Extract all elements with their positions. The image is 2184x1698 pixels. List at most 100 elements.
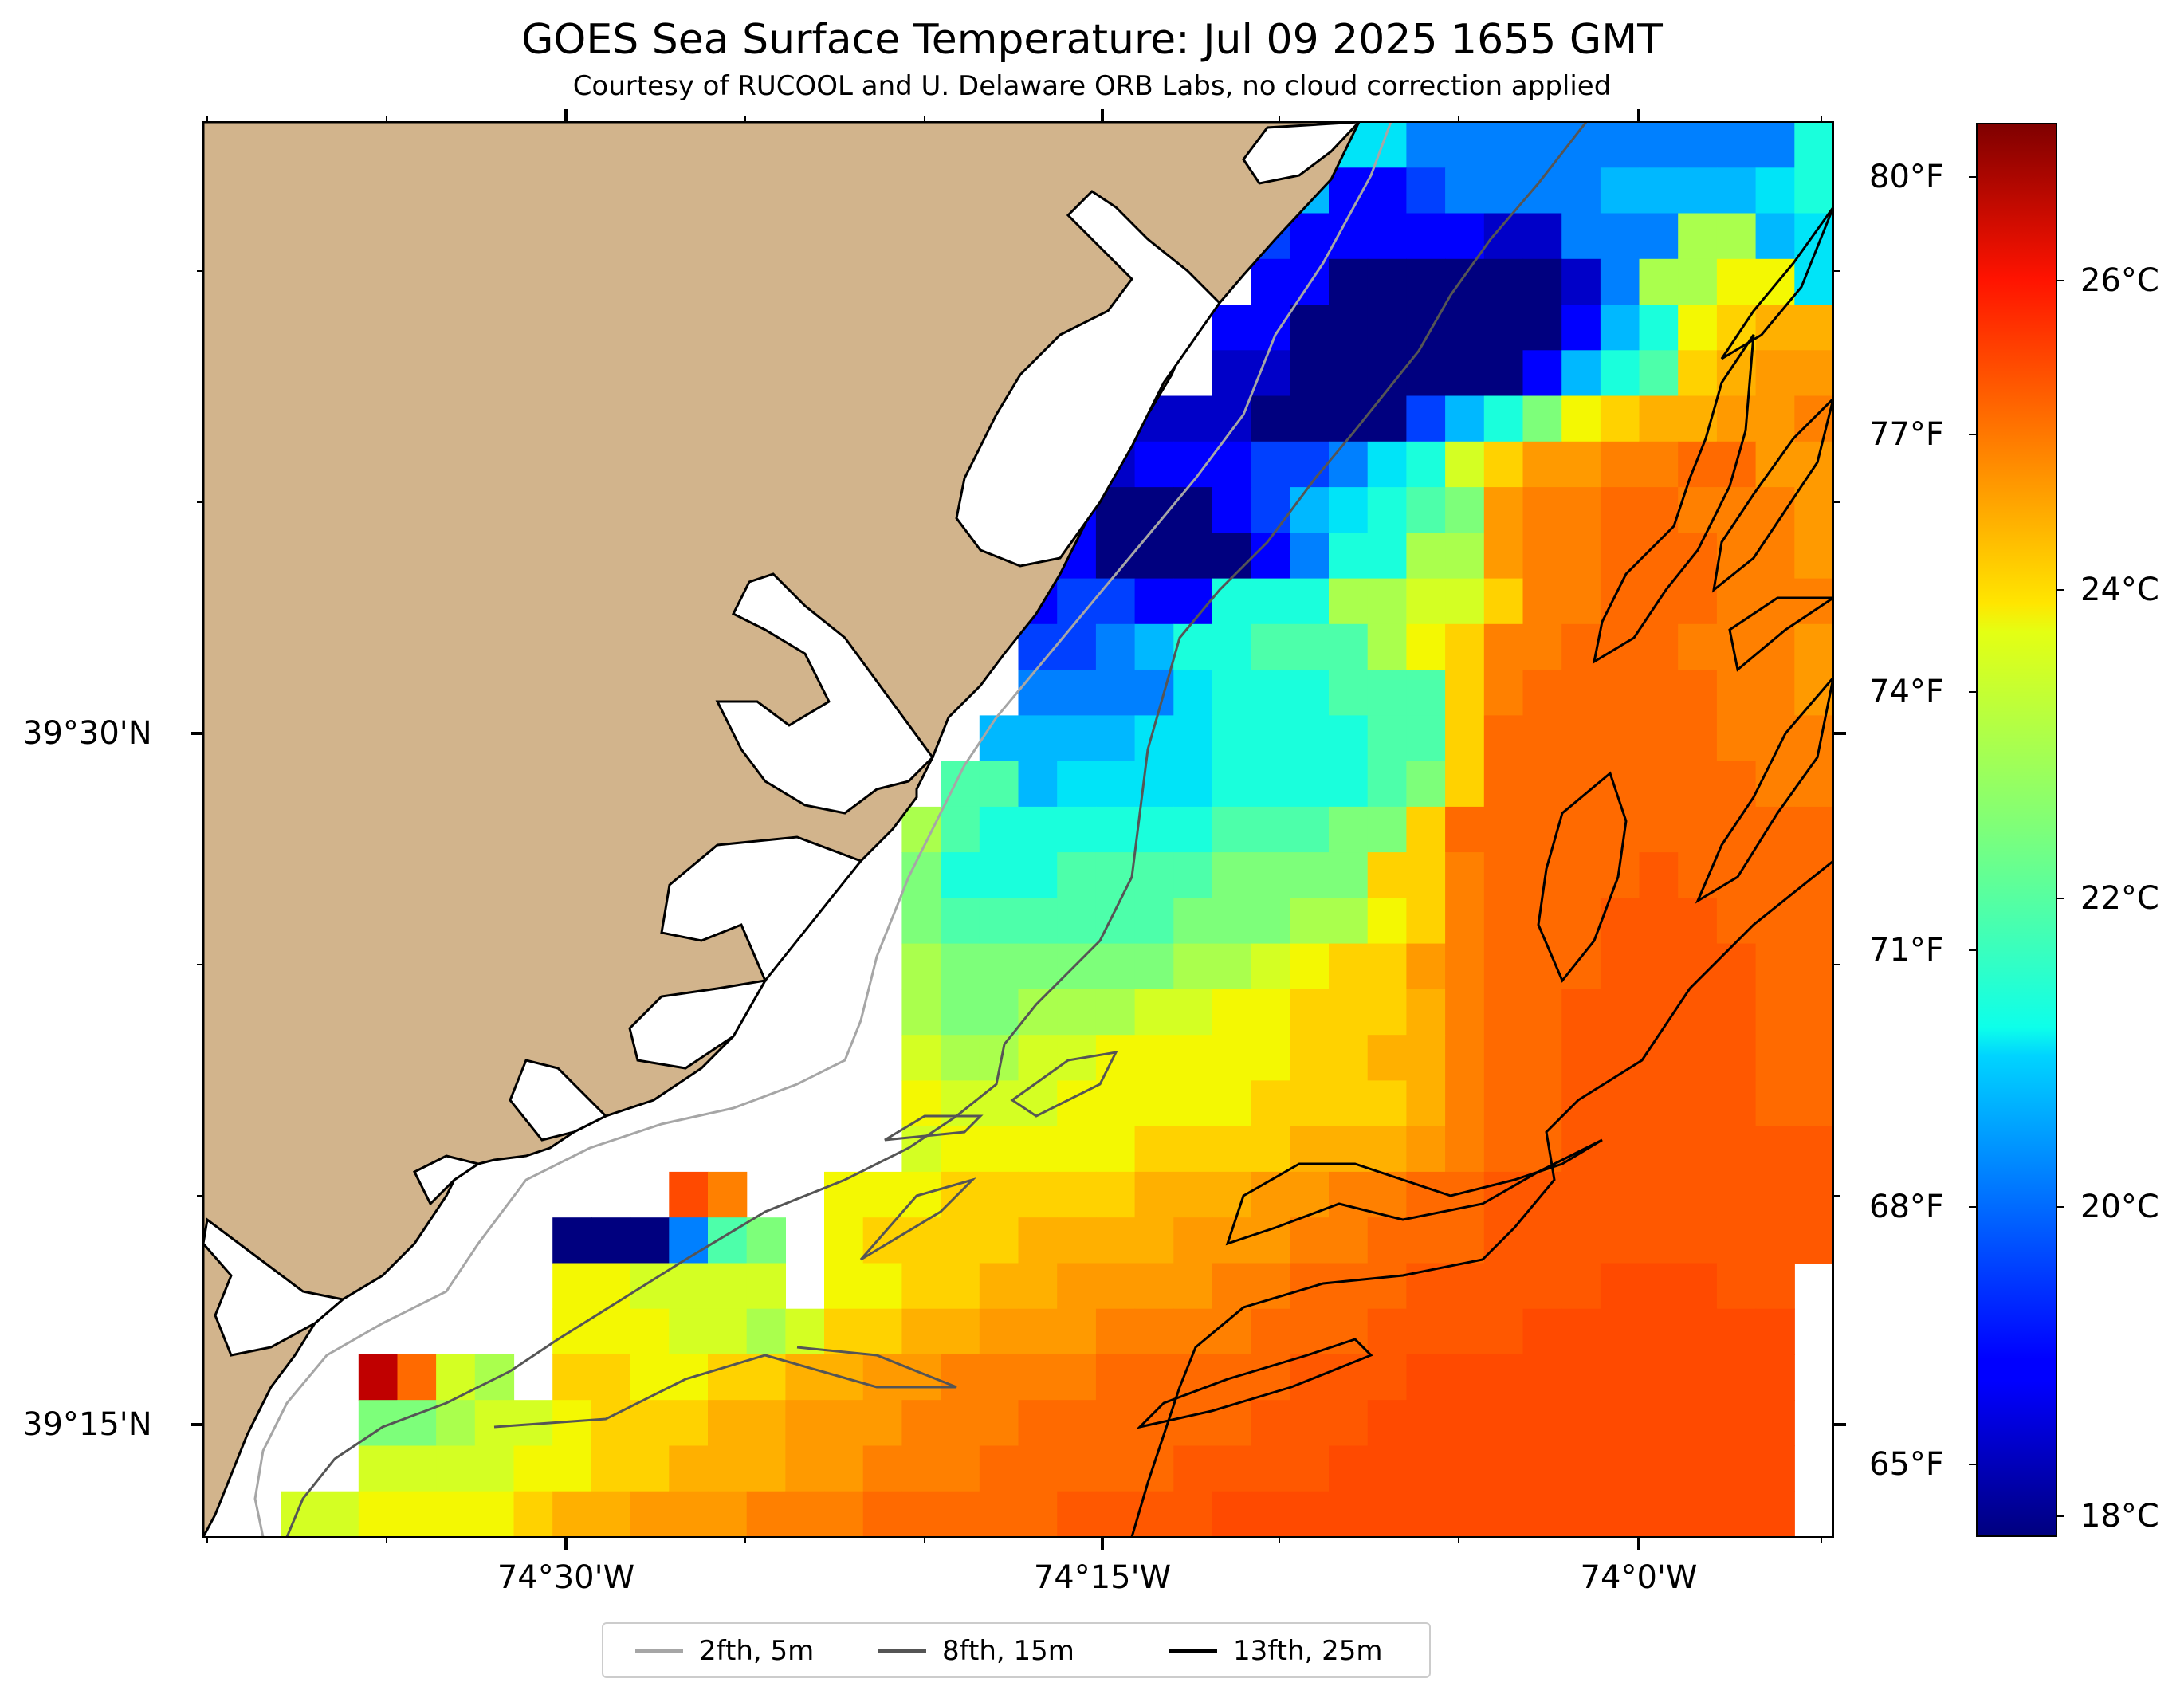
sst-cell [1445, 1354, 1485, 1401]
sst-cell [1522, 578, 1562, 625]
sst-cell [1639, 487, 1679, 533]
sst-cell [1716, 122, 1757, 168]
sst-cell [746, 1263, 786, 1310]
sst-cell [1639, 1217, 1679, 1264]
sst-cell [1329, 1491, 1369, 1537]
sst-cell [1678, 578, 1718, 625]
sst-cell [1290, 213, 1330, 260]
sst-cell [1367, 898, 1407, 945]
sst-cell [1561, 761, 1601, 808]
sst-cell [979, 1400, 1019, 1447]
legend-label-13fth: 13fth, 25m [1233, 1635, 1383, 1667]
sst-cell [1367, 258, 1407, 305]
sst-cell [1057, 715, 1097, 762]
sst-cell [1329, 395, 1369, 442]
sst-cell [1794, 487, 1833, 533]
sst-cell [1406, 167, 1446, 214]
sst-cell [1755, 1491, 1795, 1537]
sst-cell [1095, 1171, 1136, 1218]
bay-water [955, 190, 1221, 568]
sst-cell [1251, 1308, 1290, 1355]
sst-cell [1483, 670, 1524, 716]
sst-cell [1522, 487, 1562, 533]
sst-cell [1290, 670, 1330, 716]
sst-cell [1367, 305, 1407, 351]
sst-cell [513, 1445, 553, 1492]
sst-cell [1367, 1217, 1407, 1264]
sst-cell [1600, 943, 1640, 990]
sst-cell [1483, 1400, 1524, 1447]
sst-cell [979, 1126, 1019, 1173]
sst-cell [1522, 1217, 1562, 1264]
sst-cell [1290, 305, 1330, 351]
sst-cell [1755, 1217, 1795, 1264]
sst-cell [824, 1308, 864, 1355]
sst-cell [862, 1491, 902, 1537]
sst-cell [630, 1308, 670, 1355]
sst-cell [1600, 806, 1640, 853]
sst-cell [1794, 898, 1833, 945]
sst-cell [1367, 167, 1407, 214]
sst-cell [1445, 1126, 1485, 1173]
sst-cell [1406, 715, 1446, 762]
sst-cell [1134, 943, 1174, 990]
sst-cell [1212, 1126, 1252, 1173]
sst-cell [1794, 1035, 1833, 1082]
sst-cell [1600, 258, 1640, 305]
sst-cell [474, 1354, 515, 1401]
sst-cell [1639, 1354, 1679, 1401]
sst-cell [1367, 441, 1407, 488]
sst-cell [630, 1445, 670, 1492]
sst-cell [1445, 943, 1485, 990]
sst-cell [1329, 1217, 1369, 1264]
sst-cell [1483, 623, 1524, 670]
sst-cell [1600, 533, 1640, 580]
sst-cell [1483, 441, 1524, 488]
sst-cell [1716, 1400, 1757, 1447]
sst-cell [1600, 715, 1640, 762]
sst-cell [630, 1400, 670, 1447]
sst-cell [1483, 122, 1524, 168]
sst-cell [1483, 258, 1524, 305]
sst-cell [1173, 1263, 1213, 1310]
sst-cell [1057, 1217, 1097, 1264]
sst-cell [941, 1080, 980, 1127]
sst-cell [1600, 213, 1640, 260]
sst-cell [1406, 1491, 1446, 1537]
sst-cell [1290, 487, 1330, 533]
sst-cell [1678, 533, 1718, 580]
plot-frame [202, 121, 1834, 1538]
sst-cell [1639, 1080, 1679, 1127]
sst-cell [1212, 1080, 1252, 1127]
sst-cell [1794, 761, 1833, 808]
sst-cell [1678, 761, 1718, 808]
sst-cell [1406, 943, 1446, 990]
sst-cell [1678, 1171, 1718, 1218]
sst-cell [901, 852, 941, 898]
sst-cell [1329, 898, 1369, 945]
sst-cell [1018, 1354, 1058, 1401]
sst-cell [552, 1263, 592, 1310]
sst-cell [941, 1217, 980, 1264]
sst-cell [1329, 989, 1369, 1036]
sst-cell [630, 1217, 670, 1264]
sst-cell [1367, 623, 1407, 670]
sst-cell [1794, 623, 1833, 670]
sst-cell [1290, 1217, 1330, 1264]
sst-cell [1445, 715, 1485, 762]
sst-cell [1794, 350, 1833, 397]
sst-cell [1483, 806, 1524, 853]
sst-cell [1251, 1400, 1290, 1447]
sst-cell [901, 989, 941, 1036]
sst-cell [1406, 1126, 1446, 1173]
c-label-20: 20°C [2080, 1189, 2159, 1225]
sst-cell [1057, 578, 1097, 625]
sst-cell [824, 1263, 864, 1310]
lon-label-7430: 74°30'W [497, 1559, 635, 1596]
f-label-65: 65°F [1869, 1446, 1944, 1483]
sst-cell [1018, 1080, 1058, 1127]
sst-cell [358, 1445, 399, 1492]
sst-cell [1251, 533, 1290, 580]
sst-cell [1290, 578, 1330, 625]
sst-cell [1678, 350, 1718, 397]
